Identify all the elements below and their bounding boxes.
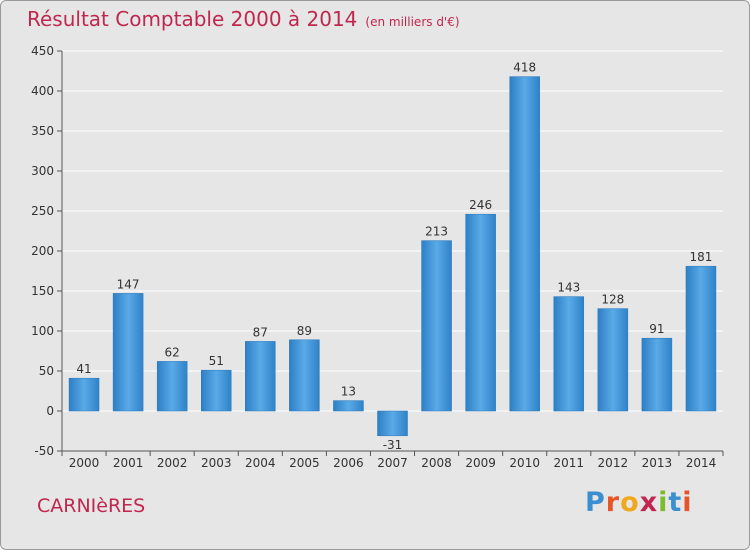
x-tick-label-2003: 2003 [201,456,232,470]
x-tick-label-2011: 2011 [553,456,584,470]
x-tick-label-2010: 2010 [509,456,540,470]
y-axis-ticks: -50 0 50 100 150 200 250 300 350 400 450 [31,44,62,458]
data-label-2013: 91 [649,322,664,336]
x-tick-label-2004: 2004 [245,456,276,470]
bar-2005 [289,339,320,412]
data-label-2003: 51 [209,354,224,368]
data-label-2008: 213 [425,225,448,239]
bar-2004 [245,341,276,412]
x-tick-label-2007: 2007 [377,456,408,470]
x-tick-label-2008: 2008 [421,456,452,470]
data-label-2012: 128 [601,293,624,307]
x-axis-ticks: 2000 2001 2002 2003 2004 2005 2006 2007 2008 2009… [61,451,724,470]
y-tick-label: 100 [31,324,54,338]
y-tick-label: 300 [31,164,54,178]
chart-title: Résultat Comptable 2000 à 2014 (en millie… [27,7,460,31]
logo-letter: i [658,487,669,518]
y-tick-label: 450 [31,44,54,58]
data-label-2001: 147 [117,277,140,291]
bar-2000 [68,377,100,412]
proxiti-logo: Proxiti [585,487,693,518]
bar-2007 [377,410,408,437]
x-tick-label-2013: 2013 [642,456,673,470]
bar-2014 [685,265,717,412]
data-label-2000: 41 [76,362,91,376]
bar-2009 [465,213,496,412]
y-tick-label: -50 [34,444,54,458]
bar-2011 [553,296,585,412]
x-tick-label-2014: 2014 [686,456,717,470]
bar-2002 [156,361,188,412]
data-label-2006: 13 [341,385,356,399]
logo-letter: t [668,487,683,518]
logo-letter: o [620,487,640,518]
data-label-2005: 89 [297,324,312,338]
logo-letter: i [682,487,693,518]
city-name: CARNIèRES [37,495,146,517]
bar-2012 [597,308,629,412]
title-text: Résultat Comptable 2000 à 2014 [27,7,358,31]
y-tick-label: 350 [31,124,54,138]
y-tick-label: 400 [31,84,54,98]
x-tick-label-2009: 2009 [465,456,496,470]
bars [68,76,717,437]
bar-2003 [200,369,232,412]
x-tick-label-2001: 2001 [113,456,144,470]
x-tick-label-2000: 2000 [69,456,100,470]
chart-subtitle: (en milliers d'€) [365,15,460,29]
x-tick-label-2012: 2012 [598,456,629,470]
data-label-2014: 181 [690,250,713,264]
bar-2010 [509,76,540,412]
logo-letter: r [605,487,621,518]
data-label-2004: 87 [253,325,268,339]
y-tick-label: 150 [31,284,54,298]
data-labels: 41 147 62 51 87 89 13 -31 213 246 418 143 128 91 181 [76,61,712,452]
bar-2001 [112,293,144,412]
data-label-2009: 246 [469,198,492,212]
bar-2008 [421,240,452,412]
data-label-2011: 143 [557,281,580,295]
y-tick-label: 250 [31,204,54,218]
y-tick-label: 200 [31,244,54,258]
bar-2013 [641,337,673,412]
x-tick-label-2002: 2002 [157,456,188,470]
data-label-2007: -31 [383,438,403,452]
logo-letter: x [639,487,659,518]
x-tick-label-2006: 2006 [333,456,364,470]
x-tick-label-2005: 2005 [289,456,320,470]
data-label-2010: 418 [513,61,536,75]
y-tick-label: 0 [46,404,54,418]
logo-letter: P [585,487,606,518]
bar-2006 [333,400,364,412]
data-label-2002: 62 [165,345,180,359]
y-tick-label: 50 [39,364,54,378]
